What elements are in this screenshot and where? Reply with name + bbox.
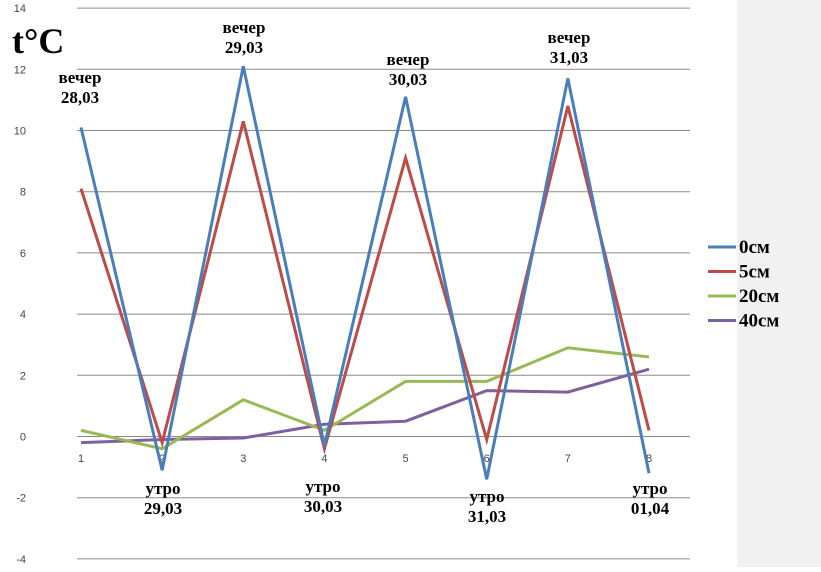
y-tick-label: 6	[20, 248, 26, 260]
x-tick-label: 1	[78, 453, 84, 465]
y-tick-label: 2	[20, 370, 26, 382]
legend-entry: 40см	[739, 311, 779, 332]
y-axis-ticks: -4 -2 0 2 4 6 8 10 12 14	[14, 3, 26, 566]
annotation-date: 31,03	[550, 48, 588, 67]
annotation-date: 29,03	[144, 499, 182, 518]
annotations: вечер28,03вечер29,03вечер30,03вечер31,03…	[59, 18, 670, 526]
annotation-date: 30,03	[304, 497, 342, 516]
annotation-label: утро	[305, 477, 340, 496]
legend-entry: 20см	[739, 286, 779, 307]
x-tick-label: 6	[484, 453, 490, 465]
legend-panel-background	[737, 0, 821, 567]
x-tick-label: 2	[159, 453, 165, 465]
annotation-label: вечер	[387, 50, 430, 69]
annotation-date: 29,03	[225, 38, 263, 57]
x-tick-label: 3	[240, 453, 246, 465]
y-tick-label: 8	[20, 187, 26, 199]
y-tick-label: 4	[20, 309, 26, 321]
annotation-date: 31,03	[468, 507, 506, 526]
x-tick-label: 7	[565, 453, 571, 465]
y-tick-label: 0	[20, 432, 26, 444]
annotation-date: 28,03	[61, 88, 99, 107]
annotation-date: 01,04	[631, 499, 670, 518]
x-axis-ticks: 1 2 3 4 5 6 7 8	[78, 453, 652, 465]
annotation-label: вечер	[223, 18, 266, 37]
y-tick-label: 12	[14, 64, 26, 76]
annotation-label: утро	[145, 479, 180, 498]
legend-entry: 5см	[739, 262, 770, 283]
annotation-date: 30,03	[389, 70, 427, 89]
annotation-label: вечер	[548, 28, 591, 47]
series-lines	[79, 65, 651, 480]
legend-entry: 0см	[739, 237, 770, 258]
x-tick-label: 8	[646, 453, 652, 465]
series-line-5см	[79, 105, 651, 455]
annotation-label: утро	[632, 479, 667, 498]
annotation-label: вечер	[59, 68, 102, 87]
y-tick-label: 10	[14, 126, 26, 138]
y-tick-label: -2	[16, 493, 26, 505]
series-line-0см	[79, 65, 651, 480]
x-tick-label: 4	[321, 453, 327, 465]
y-tick-label: -4	[16, 554, 26, 566]
x-tick-label: 5	[403, 453, 409, 465]
series-line-20см	[80, 346, 650, 451]
annotation-label: утро	[469, 487, 504, 506]
unit-label: t°C	[12, 21, 64, 61]
y-tick-label: 14	[14, 3, 26, 15]
